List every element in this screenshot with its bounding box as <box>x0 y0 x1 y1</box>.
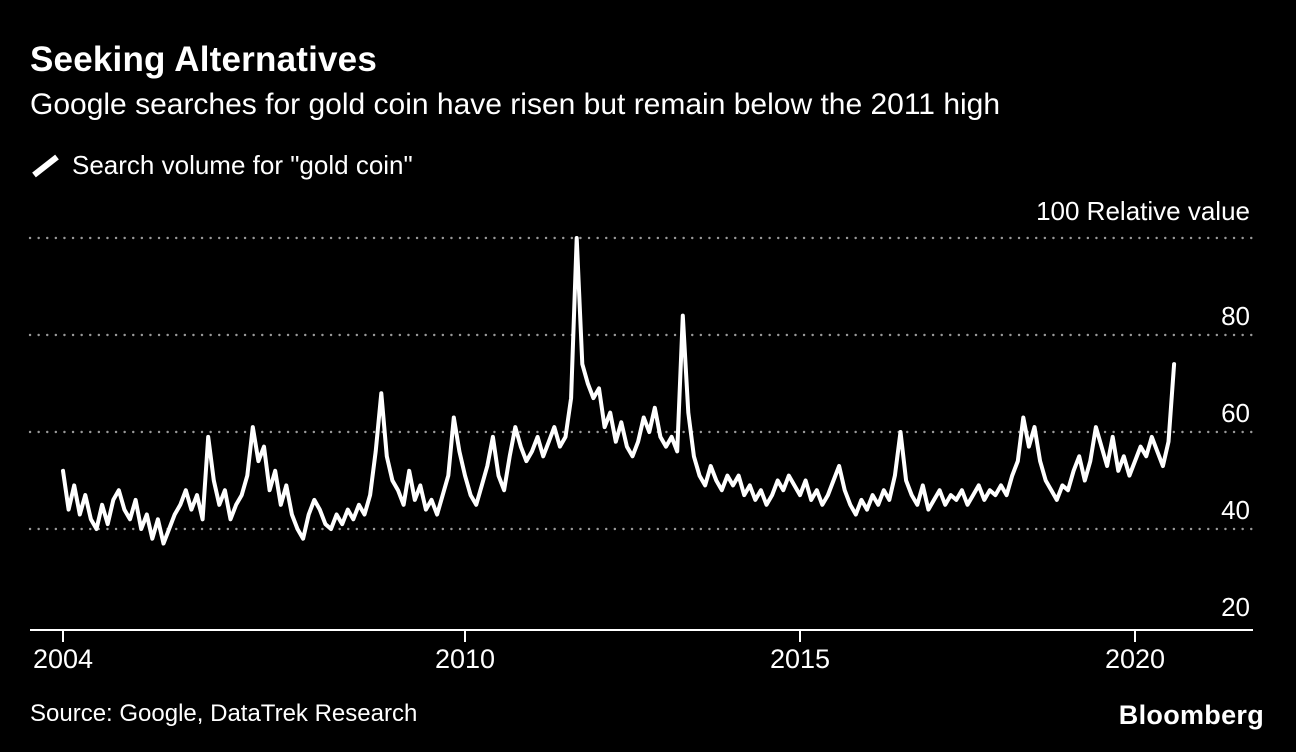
x-axis-tick-label: 2020 <box>1104 644 1166 674</box>
chart-subtitle: Google searches for gold coin have risen… <box>30 88 1001 121</box>
bloomberg-logo: Bloomberg <box>1118 700 1264 730</box>
y-axis-tick-label: 60 <box>1221 398 1250 428</box>
chart-title: Seeking Alternatives <box>30 40 378 79</box>
y-axis-tick-label: 40 <box>1221 495 1250 525</box>
x-axis-tick-label: 2010 <box>434 644 496 674</box>
source-note: Source: Google, DataTrek Research <box>30 700 418 727</box>
legend: Search volume for "gold coin" <box>30 150 413 181</box>
y-axis-unit-label: 100 Relative value <box>1036 196 1250 226</box>
x-axis-tick-label: 2004 <box>32 644 94 674</box>
y-axis-tick-label: 80 <box>1221 301 1250 331</box>
line-series-icon <box>32 154 59 177</box>
x-axis-tick-label: 2015 <box>769 644 831 674</box>
y-axis-tick-label: 20 <box>1221 592 1250 622</box>
legend-label: Search volume for "gold coin" <box>72 150 413 180</box>
